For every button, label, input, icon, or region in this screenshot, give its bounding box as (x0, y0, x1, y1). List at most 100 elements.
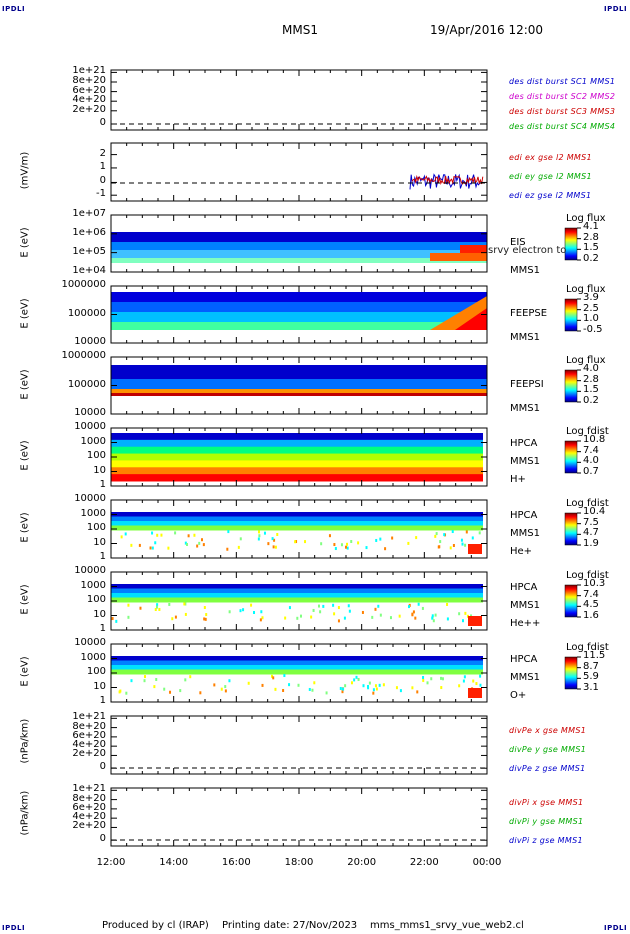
y-tick-label: 2e+20 (72, 103, 106, 115)
y-tick-label: 2e+20 (72, 820, 106, 832)
legend-entry: divPe x gse MMS1 (509, 726, 587, 735)
panel-right-label: MMS1 (510, 456, 540, 467)
footer-produced: Produced by cl (IRAP) (102, 920, 209, 931)
x-tick-label: 20:00 (347, 857, 377, 868)
y-tick-label: 2e+20 (72, 748, 106, 760)
y-axis-label: (nPa/km) (19, 790, 31, 836)
panel-right-label: He+ (510, 546, 533, 557)
colorbar-tick: 4.7 (583, 527, 599, 539)
y-tick-label: 10 (93, 680, 106, 692)
panel-right-label: HPCA (510, 510, 538, 521)
panel-right-label: FEEPSI (510, 379, 544, 390)
panel-right-label: HPCA (510, 654, 538, 665)
panel-1 (110, 69, 488, 131)
corner-mark-top-left: IPDLI (2, 5, 26, 13)
footer-printing-date: Printing date: 27/Nov/2023 (222, 920, 358, 931)
panel-6 (110, 427, 581, 487)
legend-entry: des dist burst SC4 MMS4 (509, 122, 616, 131)
y-tick-label: 1e+05 (72, 245, 106, 257)
y-tick-label: 1 (99, 160, 106, 172)
y-tick-label: 1000 (80, 651, 106, 663)
y-tick-label: 1e+21 (72, 783, 106, 795)
panel-5 (110, 356, 581, 415)
y-tick-label: 0 (99, 175, 106, 187)
legend-entry: divPe y gse MMS1 (509, 745, 587, 754)
panel-right-label: H+ (510, 474, 526, 485)
y-tick-label: 1000000 (61, 279, 106, 290)
colorbar-tick: 0.7 (583, 466, 599, 477)
overlay-label: srvy electron to (488, 245, 567, 256)
y-tick-label: -1 (96, 188, 106, 200)
y-tick-label: 100000 (67, 307, 106, 319)
panel-right-label: MMS1 (510, 403, 540, 414)
colorbar-title: Log fdist (566, 642, 609, 653)
panel-7 (110, 499, 581, 559)
y-tick-label: 1000 (80, 579, 106, 591)
panel-2 (110, 142, 488, 202)
colorbar-tick: 7.4 (583, 588, 599, 600)
y-tick-label: 6e+20 (72, 729, 106, 741)
colorbar-tick: 2.8 (583, 231, 599, 243)
y-axis-label: E (eV) (19, 512, 31, 543)
panel-right-label: MMS1 (510, 528, 540, 539)
y-tick-label: 8e+20 (72, 75, 106, 86)
panel-right-label: FEEPSE (510, 308, 548, 319)
legend-entry: des dist burst SC3 MMS3 (509, 107, 616, 116)
y-tick-label: 1 (99, 695, 106, 706)
y-axis-label: E (eV) (19, 584, 31, 615)
colorbar-tick: 1.6 (583, 610, 599, 621)
panel-right-label: MMS1 (510, 600, 540, 611)
y-tick-label: 6e+20 (72, 801, 106, 813)
y-tick-label: 8e+20 (72, 720, 106, 732)
y-tick-label: 2 (99, 147, 106, 159)
colorbar-tick: 1.9 (583, 538, 599, 549)
colorbar-tick: 4.0 (583, 363, 599, 374)
colorbar-tick: 10.8 (583, 434, 606, 445)
y-tick-label: 0 (99, 833, 106, 845)
x-tick-label: 12:00 (96, 857, 126, 868)
y-tick-label: 8e+20 (72, 792, 106, 804)
legend-entry: edi ez gse l2 MMS1 (509, 191, 592, 200)
legend-entry: divPi y gse MMS1 (509, 817, 584, 826)
colorbar-tick: 10.4 (583, 506, 606, 517)
panel-10 (110, 715, 488, 775)
colorbar-tick: 1.0 (583, 313, 599, 325)
y-axis-label: E (eV) (19, 368, 31, 400)
y-tick-label: 0 (99, 761, 106, 773)
x-tick-label: 22:00 (409, 857, 439, 868)
panel-right-label: O+ (510, 690, 527, 701)
panel-4 (110, 285, 581, 344)
legend-entry: des dist burst SC2 MMS2 (509, 92, 616, 101)
y-tick-label: 4e+20 (72, 811, 106, 823)
panel-right-label: MMS1 (510, 672, 540, 683)
y-tick-label: 4e+20 (72, 739, 106, 751)
legend-entry: des dist burst SC1 MMS1 (509, 77, 616, 86)
y-tick-label: 6e+20 (72, 84, 106, 96)
panel-8 (110, 571, 581, 631)
y-tick-label: 0 (99, 117, 106, 128)
y-tick-label: 10000 (74, 421, 106, 432)
colorbar-tick: 2.8 (583, 373, 599, 385)
legend-entry: divPi z gse MMS1 (509, 836, 583, 845)
colorbar-tick: 10.3 (583, 578, 606, 589)
y-axis-label: E (eV) (19, 656, 31, 687)
y-tick-label: 1000 (80, 435, 106, 447)
y-tick-label: 10 (93, 464, 106, 476)
footer-file: mms_mms1_srvy_vue_web2.cl (370, 920, 524, 931)
colorbar-tick: 4.1 (583, 221, 599, 232)
y-tick-label: 1000000 (61, 350, 106, 361)
x-tick-label: 18:00 (284, 857, 314, 868)
y-tick-label: 10000 (74, 407, 106, 418)
y-tick-label: 10 (93, 608, 106, 620)
colorbar-tick: 3.9 (583, 292, 599, 303)
colorbar-tick: 3.1 (583, 682, 599, 693)
y-tick-label: 10000 (74, 493, 106, 504)
colorbar-tick: 0.2 (583, 395, 599, 406)
legend-entry: edi ey gse l2 MMS1 (509, 172, 592, 181)
y-tick-label: 1 (99, 551, 106, 562)
colorbar-tick: 2.5 (583, 302, 599, 314)
y-tick-label: 1e+21 (72, 711, 106, 723)
panel-11 (110, 787, 488, 847)
legend-entry: divPe z gse MMS1 (509, 764, 586, 773)
panel-3 (110, 214, 581, 273)
